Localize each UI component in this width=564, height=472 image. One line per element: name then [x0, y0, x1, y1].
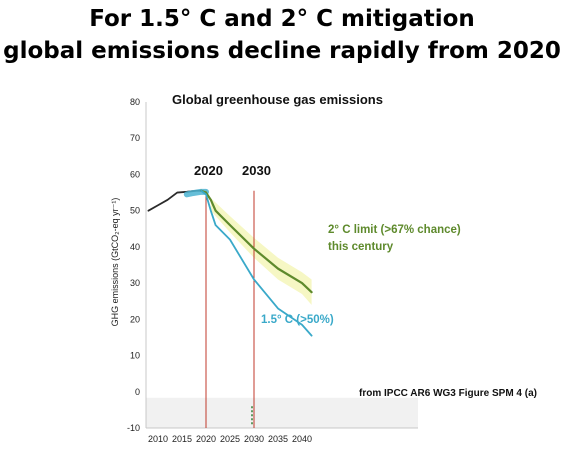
x-tick-label: 2015: [172, 434, 192, 444]
two-degree-label-line-1: 2° C limit (>67% chance): [328, 224, 461, 236]
x-tick-label: 2030: [244, 434, 264, 444]
source-note: from IPCC AR6 WG3 Figure SPM 4 (a): [359, 388, 537, 399]
y-tick-label: 50: [130, 206, 140, 216]
chart-title: Global greenhouse gas emissions: [172, 92, 383, 107]
series-line: [200, 189, 313, 337]
axes: [145, 102, 418, 429]
bottom-shade: [146, 397, 418, 428]
headline-line-2: global emissions decline rapidly from 20…: [3, 38, 561, 64]
headline-line-1: For 1.5° C and 2° C mitigation: [89, 6, 475, 32]
series-line: [200, 189, 313, 294]
x-tick-label: 2035: [268, 434, 288, 444]
y-tick-label: 80: [130, 97, 140, 107]
uncertainty-band: [210, 197, 312, 305]
y-tick-label: 0: [135, 387, 140, 397]
y-tick-labels: -10 0 10 20 30 40 50 60 70 80: [127, 97, 140, 433]
series-lines: [147, 188, 313, 337]
y-tick-label: 20: [130, 314, 140, 324]
y-tick-label: 30: [130, 278, 140, 288]
year-markers: 2020 2030: [194, 163, 271, 428]
one-point-five-label: 1.5° C (>50%): [261, 314, 334, 326]
x-tick-labels: 2010 2015 2020 2025 2030 2035 2040: [148, 434, 312, 444]
y-tick-label: -10: [127, 423, 140, 433]
y-tick-label: 60: [130, 169, 140, 179]
x-tick-label: 2025: [220, 434, 240, 444]
y-axis-label: GHG emissions (GtCO₂-eq yr⁻¹): [110, 198, 120, 327]
year-marker-label: 2030: [242, 163, 271, 178]
uncertainty-bands: [146, 197, 418, 428]
y-tick-label: 70: [130, 133, 140, 143]
x-tick-label: 2020: [196, 434, 216, 444]
x-tick-label: 2010: [148, 434, 168, 444]
x-tick-label: 2040: [292, 434, 312, 444]
year-marker-label: 2020: [194, 163, 223, 178]
y-tick-label: 10: [130, 351, 140, 361]
y-tick-label: 40: [130, 242, 140, 252]
two-degree-label-line-2: this century: [328, 241, 394, 253]
